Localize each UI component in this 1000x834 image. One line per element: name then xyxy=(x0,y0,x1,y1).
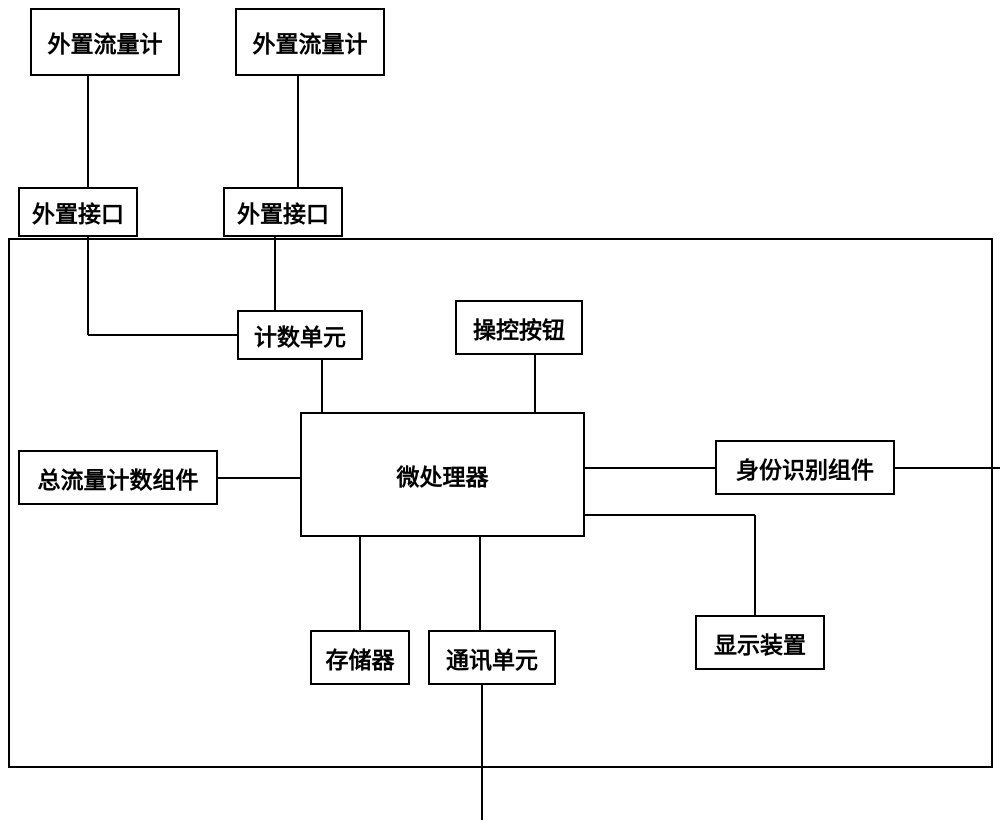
node-counter-unit: 计数单元 xyxy=(237,310,363,360)
node-label: 计数单元 xyxy=(254,318,346,352)
node-total-flow-counter: 总流量计数组件 xyxy=(18,450,218,505)
node-comm-unit: 通讯单元 xyxy=(428,630,556,685)
node-label: 外置接口 xyxy=(237,195,329,229)
node-flowmeter-2: 外置流量计 xyxy=(235,8,385,76)
node-label: 外置接口 xyxy=(32,195,124,229)
node-label: 微处理器 xyxy=(397,458,489,492)
node-interface-2: 外置接口 xyxy=(223,187,343,237)
node-label: 显示装置 xyxy=(714,626,806,660)
node-storage: 存储器 xyxy=(310,630,410,685)
node-id-recognition: 身份识别组件 xyxy=(715,440,895,495)
node-display-device: 显示装置 xyxy=(695,615,825,670)
node-label: 外置流量计 xyxy=(253,25,368,59)
node-flowmeter-1: 外置流量计 xyxy=(30,8,180,76)
node-interface-1: 外置接口 xyxy=(18,187,138,237)
system-diagram: 外置流量计 外置流量计 外置接口 外置接口 计数单元 操控按钮 总流量计数组件 … xyxy=(0,0,1000,834)
node-microprocessor: 微处理器 xyxy=(300,412,585,537)
node-label: 外置流量计 xyxy=(48,25,163,59)
node-label: 通讯单元 xyxy=(446,641,538,675)
node-label: 存储器 xyxy=(326,641,395,675)
node-label: 身份识别组件 xyxy=(736,451,874,485)
node-label: 操控按钮 xyxy=(473,311,565,345)
node-control-button: 操控按钮 xyxy=(455,300,583,355)
node-label: 总流量计数组件 xyxy=(38,461,199,495)
